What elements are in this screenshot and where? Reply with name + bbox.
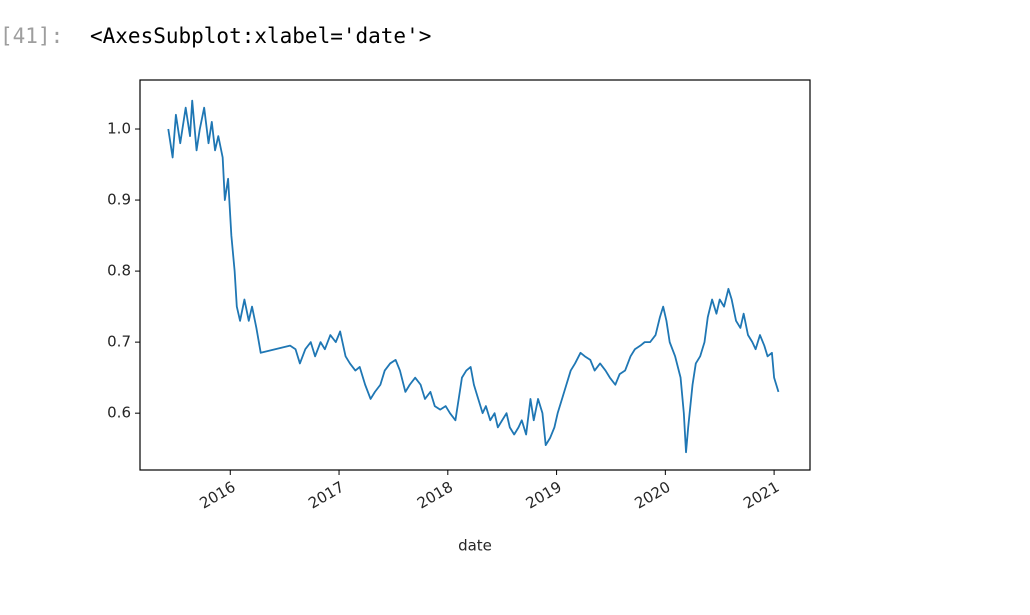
y-tick-label: 0.6 <box>107 404 131 422</box>
y-tick-label: 0.7 <box>107 333 131 351</box>
cell-output: <AxesSubplot:xlabel='date'> <box>90 24 431 48</box>
cell-prompt: [41]: <box>0 24 63 48</box>
y-tick-label: 0.8 <box>107 262 131 280</box>
plot-area <box>140 80 810 470</box>
y-tick-label: 1.0 <box>107 120 131 138</box>
x-axis-label: date <box>458 537 492 555</box>
x-tick-label: 2020 <box>632 478 674 513</box>
axes-frame <box>139 79 811 471</box>
x-tick-label: 2017 <box>305 478 347 513</box>
x-tick-label: 2019 <box>523 478 565 513</box>
data-line <box>167 99 780 454</box>
x-tick-label: 2016 <box>196 478 238 513</box>
y-tick-label: 0.9 <box>107 191 131 209</box>
x-tick-label: 2018 <box>414 478 456 513</box>
x-tick-label: 2021 <box>740 478 782 513</box>
